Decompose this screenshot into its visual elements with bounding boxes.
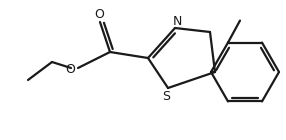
Text: S: S bbox=[162, 90, 170, 103]
Text: O: O bbox=[65, 62, 75, 75]
Text: N: N bbox=[172, 15, 182, 27]
Text: O: O bbox=[94, 8, 104, 20]
